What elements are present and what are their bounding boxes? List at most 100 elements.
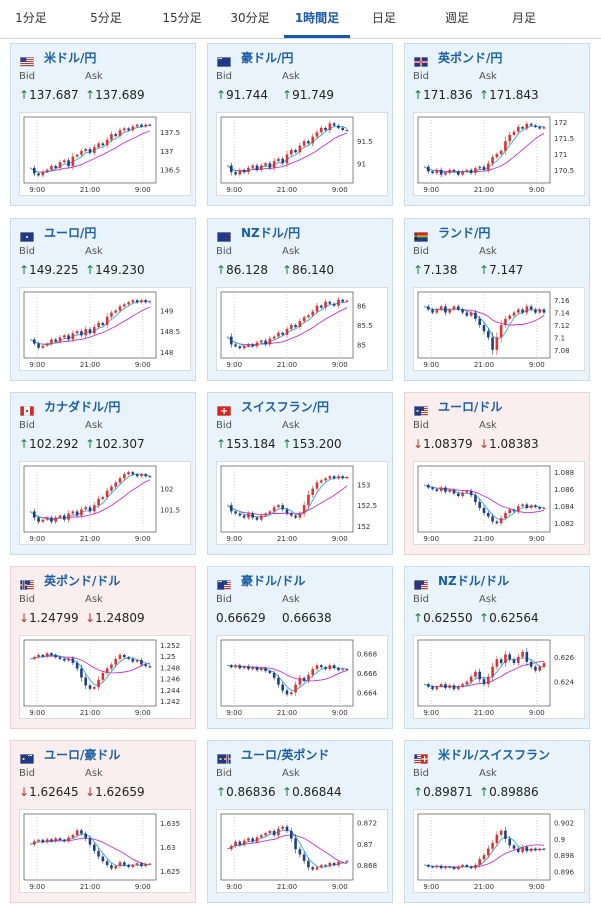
pair-title[interactable]: 英ポンド/ドル — [44, 574, 121, 588]
rate-card-chf-jpy[interactable]: スイスフラン/円 Bid Ask ↑153.184 ↑153.200 153 152.5 15… — [207, 392, 393, 555]
mini-chart[interactable]: 0.668 0.666 0.664 9:00 21:00 9:00 — [216, 635, 388, 719]
chart-svg: 0.626 0.624 9:00 21:00 9:00 — [417, 639, 575, 717]
ask-price-value: 0.86844 — [292, 785, 342, 799]
y-tick-label: 0.9 — [554, 836, 565, 844]
mini-chart[interactable]: 0.872 0.87 0.868 9:00 21:00 9:00 — [216, 809, 388, 893]
candle — [110, 664, 113, 669]
candle — [268, 163, 272, 168]
pair-title[interactable]: ユーロ/円 — [44, 226, 97, 240]
tab-0[interactable]: 1分足 — [15, 11, 47, 25]
tab-6[interactable]: 週足 — [444, 11, 469, 25]
x-tick-label: 9:00 — [29, 883, 45, 891]
candle — [71, 835, 75, 838]
rate-card-eur-usd[interactable]: ユーロ/ドル Bid Ask ↓1.08379 ↓1.08383 1.088 1.086 1.… — [404, 392, 590, 555]
tab-5[interactable]: 日足 — [371, 11, 396, 25]
pair-title[interactable]: 英ポンド/円 — [438, 51, 503, 65]
tab-1[interactable]: 5分足 — [90, 11, 122, 25]
pair-title[interactable]: ユーロ/英ポンド — [241, 748, 330, 762]
pair-title[interactable]: 米ドル/円 — [44, 51, 97, 65]
candle — [457, 171, 460, 175]
pair-title[interactable]: NZドル/ドル — [438, 574, 510, 588]
mini-chart[interactable]: 172 171.5 171 170.5 9:00 21:00 9:00 — [413, 112, 585, 196]
x-tick-label: 9:00 — [423, 361, 439, 369]
mini-chart[interactable]: 1.635 1.63 1.625 9:00 21:00 9:00 — [19, 809, 191, 893]
mini-chart[interactable]: 7.16 7.14 7.12 7.1 7.08 9:00 21:00 9:00 — [413, 287, 585, 371]
y-tick-label: 7.12 — [554, 322, 570, 330]
mini-chart[interactable]: 0.626 0.624 9:00 21:00 9:00 — [413, 635, 585, 719]
rate-card-nzd-jpy[interactable]: NZドル/円 Bid Ask ↑86.128 ↑86.140 86 85.5 85 9:00 21… — [207, 218, 393, 381]
tab-2[interactable]: 15分足 — [162, 11, 202, 25]
candle — [101, 856, 105, 862]
candle — [337, 125, 340, 128]
tab-4[interactable]: 1時間足 — [284, 0, 350, 38]
candle — [538, 507, 541, 509]
candle — [75, 662, 79, 669]
arrow-up-icon: ↑ — [19, 437, 30, 451]
y-tick-label: 148.5 — [160, 328, 180, 336]
rate-card-nzd-usd[interactable]: NZドル/ドル Bid Ask ↑0.62550 ↑0.62564 0.626 0.624 9… — [404, 566, 590, 729]
candle — [534, 666, 537, 671]
candle — [114, 134, 117, 136]
candle — [504, 830, 507, 839]
mini-chart[interactable]: 91.5 91 9:00 21:00 9:00 — [216, 112, 388, 196]
candle — [75, 830, 79, 836]
rate-card-eur-jpy[interactable]: ユーロ/円 Bid Ask ↑149.225 ↑149.230 149 148.5 148 9:… — [10, 218, 196, 381]
y-tick-label: 172 — [554, 119, 567, 127]
candle — [75, 511, 79, 516]
ask-price-value: 149.230 — [95, 263, 145, 277]
mini-chart[interactable]: 137.5 137 136.5 9:00 21:00 9:00 — [19, 112, 191, 196]
mini-chart[interactable]: 102 101.5 9:00 21:00 9:00 — [19, 461, 191, 545]
mini-chart[interactable]: 86 85.5 85 9:00 21:00 9:00 — [216, 287, 388, 371]
rate-card-zar-jpy[interactable]: ランド/円 Bid Ask ↑7.138 ↑7.147 7.16 7.14 7.12 7.1 7.… — [404, 218, 590, 381]
rate-card-aud-jpy[interactable]: 豪ドル/円 Bid Ask ↑91.744 ↑91.749 91.5 91 9:00 21:00… — [207, 43, 393, 206]
rate-card-eur-aud[interactable]: ユーロ/豪ドル Bid Ask ↓1.62645 ↓1.62659 1.635 1.63 1.… — [10, 740, 196, 903]
candle — [315, 867, 319, 870]
tab-3[interactable]: 30分足 — [230, 11, 270, 25]
rate-card-eur-gbp[interactable]: ユーロ/英ポンド Bid Ask ↑0.86836 ↑0.86844 0.872 0.87 0… — [207, 740, 393, 903]
rate-card-cad-jpy[interactable]: カナダドル/円 Bid Ask ↑102.292 ↑102.307 102 101.5 9:0… — [10, 392, 196, 555]
candle — [298, 145, 302, 153]
mini-chart[interactable]: 1.088 1.086 1.084 1.082 9:00 21:00 9:00 — [413, 461, 585, 545]
tab-7[interactable]: 月足 — [511, 11, 536, 25]
pair-title[interactable]: カナダドル/円 — [44, 400, 121, 414]
pair-title[interactable]: 米ドル/スイスフラン — [438, 748, 551, 762]
bid-price: ↑102.292 — [19, 437, 79, 451]
rate-card-gbp-jpy[interactable]: 英ポンド/円 Bid Ask ↑171.836 ↑171.843 172 171.5 171 1… — [404, 43, 590, 206]
candle — [247, 666, 250, 670]
x-tick-label: 9:00 — [529, 709, 545, 717]
candle — [123, 654, 126, 658]
flag-icon — [414, 575, 428, 590]
mini-chart[interactable]: 1.252 1.25 1.248 1.246 1.244 1.242 9:00 21:00 9:… — [19, 635, 191, 719]
bid-price: ↑0.86836 — [216, 785, 276, 799]
rate-card-usd-jpy[interactable]: 米ドル/円 Bid Ask ↑137.687 ↑137.689 137.5 137 136.5… — [10, 43, 196, 206]
candle — [277, 677, 280, 685]
candle — [140, 300, 143, 303]
rate-card-aud-usd[interactable]: 豪ドル/ドル Bid Ask 0.66629 0.66638 0.668 0.666 0.66… — [207, 566, 393, 729]
rate-card-usd-chf[interactable]: 米ドル/スイスフラン Bid Ask ↑0.89871 ↑0.89886 0.902 0.9… — [404, 740, 590, 903]
candle — [495, 153, 499, 158]
pair-title[interactable]: ユーロ/豪ドル — [44, 748, 121, 762]
mini-chart[interactable]: 153 152.5 152 9:00 21:00 9:00 — [216, 461, 388, 545]
candle — [478, 501, 481, 508]
bid-price-value: 0.86836 — [226, 785, 276, 799]
pair-title[interactable]: 豪ドル/ドル — [241, 574, 306, 588]
pair-title[interactable]: 豪ドル/円 — [241, 51, 294, 65]
candle — [294, 684, 297, 693]
pair-title[interactable]: ランド/円 — [438, 226, 491, 240]
candle — [307, 141, 310, 144]
flag-icon — [414, 52, 428, 67]
rate-card-gbp-usd[interactable]: 英ポンド/ドル Bid Ask ↓1.24799 ↓1.24809 1.252 1.25 1.… — [10, 566, 196, 729]
candle — [487, 163, 490, 170]
pair-title[interactable]: ユーロ/ドル — [438, 400, 503, 414]
candle — [123, 128, 126, 131]
candle — [517, 506, 520, 512]
x-tick-label: 9:00 — [332, 361, 348, 369]
candle — [67, 837, 70, 842]
mini-chart[interactable]: 0.902 0.9 0.898 0.896 9:00 21:00 9:00 — [413, 809, 585, 893]
candle — [341, 861, 344, 863]
candle — [341, 476, 344, 479]
candle — [84, 507, 87, 510]
pair-title[interactable]: スイスフラン/円 — [241, 400, 330, 414]
pair-title[interactable]: NZドル/円 — [241, 226, 301, 240]
mini-chart[interactable]: 149 148.5 148 9:00 21:00 9:00 — [19, 287, 191, 371]
